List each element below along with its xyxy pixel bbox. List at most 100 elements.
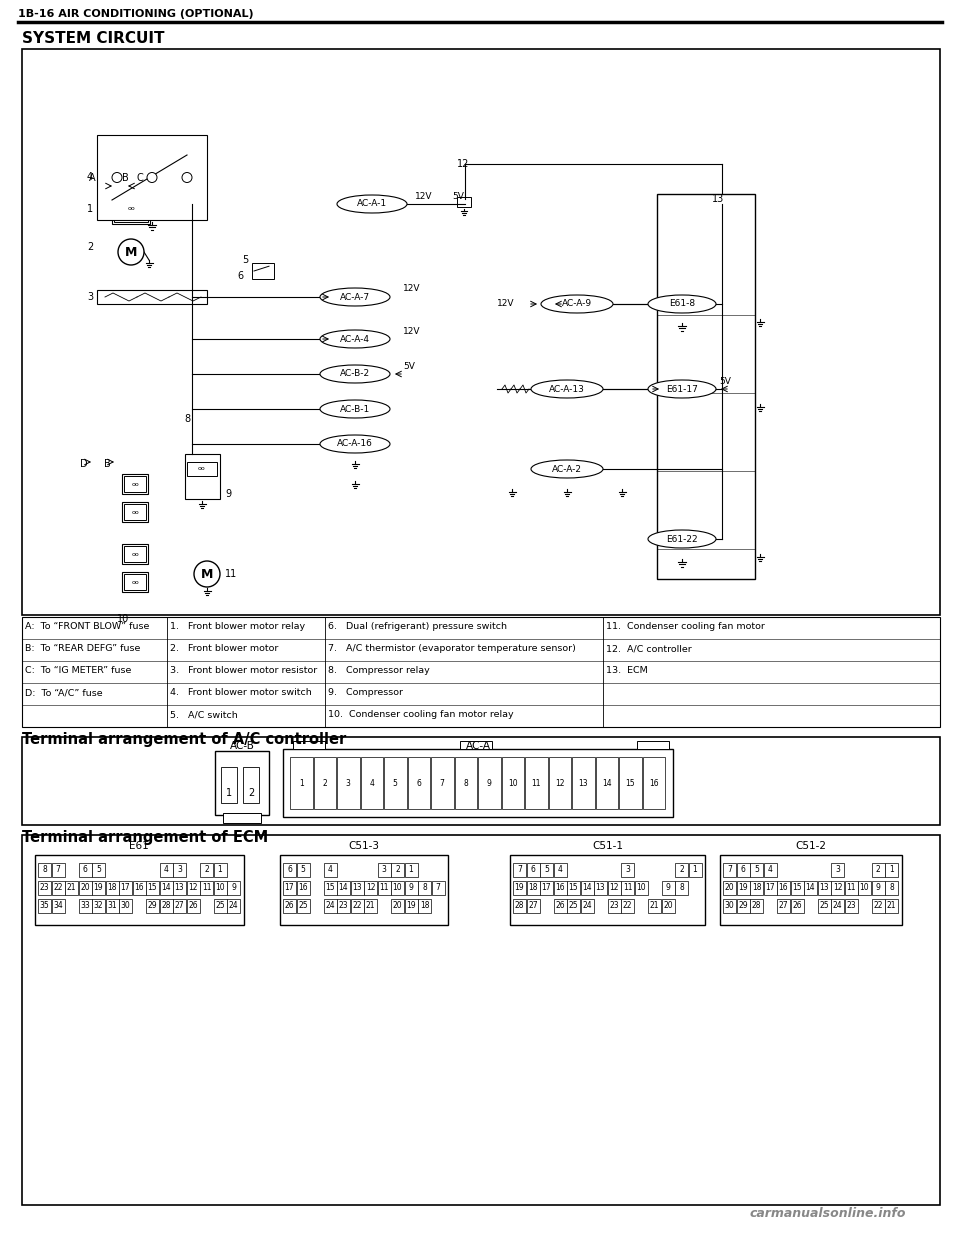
Text: 5.   A/C switch: 5. A/C switch: [170, 710, 238, 720]
Text: 19: 19: [738, 883, 748, 893]
Bar: [637, 741, 669, 748]
Text: 17: 17: [541, 883, 551, 893]
Bar: [215, 751, 269, 815]
Text: 13: 13: [579, 778, 588, 788]
Text: 12: 12: [188, 883, 198, 893]
Bar: [124, 504, 146, 520]
Bar: [159, 881, 173, 895]
Bar: [52, 899, 64, 913]
Text: 34: 34: [53, 902, 62, 910]
Text: 10: 10: [508, 778, 517, 788]
Text: 28: 28: [752, 902, 761, 910]
Text: 15: 15: [325, 883, 335, 893]
Bar: [221, 767, 237, 803]
Text: 10: 10: [117, 614, 130, 624]
Text: 8: 8: [464, 778, 468, 788]
Bar: [513, 899, 526, 913]
Bar: [418, 881, 431, 895]
Text: 25: 25: [215, 902, 225, 910]
Text: 13.  ECM: 13. ECM: [606, 667, 648, 676]
Text: C51-1: C51-1: [592, 841, 623, 851]
Bar: [119, 899, 132, 913]
Bar: [513, 863, 526, 877]
Bar: [22, 835, 940, 1205]
Text: 28: 28: [515, 902, 524, 910]
Text: 12: 12: [457, 159, 469, 169]
Text: 1.   Front blower motor relay: 1. Front blower motor relay: [170, 622, 305, 631]
Text: 11: 11: [225, 569, 237, 579]
Bar: [124, 475, 146, 492]
Text: AC-A-2: AC-A-2: [552, 464, 582, 473]
Bar: [720, 855, 901, 925]
Text: 2: 2: [204, 866, 209, 874]
Text: 11.  Condenser cooling fan motor: 11. Condenser cooling fan motor: [606, 622, 765, 631]
Text: 13: 13: [596, 883, 606, 893]
Bar: [554, 881, 566, 895]
Ellipse shape: [320, 400, 390, 417]
Text: AC-B: AC-B: [229, 741, 254, 751]
Bar: [619, 757, 641, 809]
Bar: [52, 881, 64, 895]
Bar: [526, 863, 540, 877]
Text: 17: 17: [121, 883, 131, 893]
Text: 14: 14: [339, 883, 348, 893]
Text: 14: 14: [582, 883, 591, 893]
Bar: [213, 881, 227, 895]
Text: 16: 16: [649, 778, 659, 788]
Bar: [173, 881, 186, 895]
Bar: [337, 757, 359, 809]
Text: 1: 1: [87, 204, 93, 214]
Text: 23: 23: [610, 902, 619, 910]
Bar: [885, 899, 898, 913]
Text: oo: oo: [132, 510, 139, 515]
Bar: [146, 899, 159, 913]
Text: 18: 18: [420, 902, 429, 910]
Bar: [661, 881, 675, 895]
Text: 13: 13: [175, 883, 184, 893]
Text: 7: 7: [517, 866, 522, 874]
Text: 8: 8: [42, 866, 47, 874]
Text: 20: 20: [663, 902, 673, 910]
Text: 12V: 12V: [403, 284, 420, 293]
Bar: [608, 899, 620, 913]
Text: 19: 19: [94, 883, 104, 893]
Text: 31: 31: [108, 902, 117, 910]
Text: 30: 30: [725, 902, 734, 910]
Bar: [831, 881, 844, 895]
Text: 2: 2: [86, 242, 93, 252]
Bar: [804, 881, 817, 895]
Text: 3: 3: [177, 866, 182, 874]
Text: 9: 9: [665, 883, 670, 893]
Bar: [159, 899, 173, 913]
Text: 35: 35: [39, 902, 49, 910]
Text: 24: 24: [228, 902, 238, 910]
Bar: [510, 855, 705, 925]
Text: E61-17: E61-17: [666, 384, 698, 394]
Text: AC-A: AC-A: [466, 741, 491, 751]
Text: 8.   Compressor relay: 8. Compressor relay: [328, 667, 430, 676]
Text: 18: 18: [752, 883, 761, 893]
Bar: [364, 881, 377, 895]
Bar: [132, 881, 146, 895]
Text: 16: 16: [299, 883, 308, 893]
Text: 6: 6: [83, 866, 87, 874]
Bar: [657, 194, 755, 579]
Text: 5V: 5V: [452, 191, 464, 201]
Text: 12V: 12V: [497, 299, 515, 308]
Text: carmanualsonline.info: carmanualsonline.info: [750, 1207, 906, 1220]
Bar: [185, 454, 220, 499]
Text: 6.   Dual (refrigerant) pressure switch: 6. Dual (refrigerant) pressure switch: [328, 622, 507, 631]
Text: 4: 4: [163, 866, 168, 874]
Bar: [567, 899, 580, 913]
Text: 8: 8: [889, 883, 894, 893]
Bar: [92, 899, 105, 913]
Text: oo: oo: [198, 467, 205, 472]
Text: 15: 15: [568, 883, 578, 893]
Bar: [661, 899, 675, 913]
Text: 3: 3: [625, 866, 630, 874]
Bar: [790, 881, 804, 895]
Text: 7: 7: [56, 866, 60, 874]
Bar: [431, 757, 453, 809]
Bar: [418, 899, 431, 913]
Text: 9: 9: [876, 883, 880, 893]
